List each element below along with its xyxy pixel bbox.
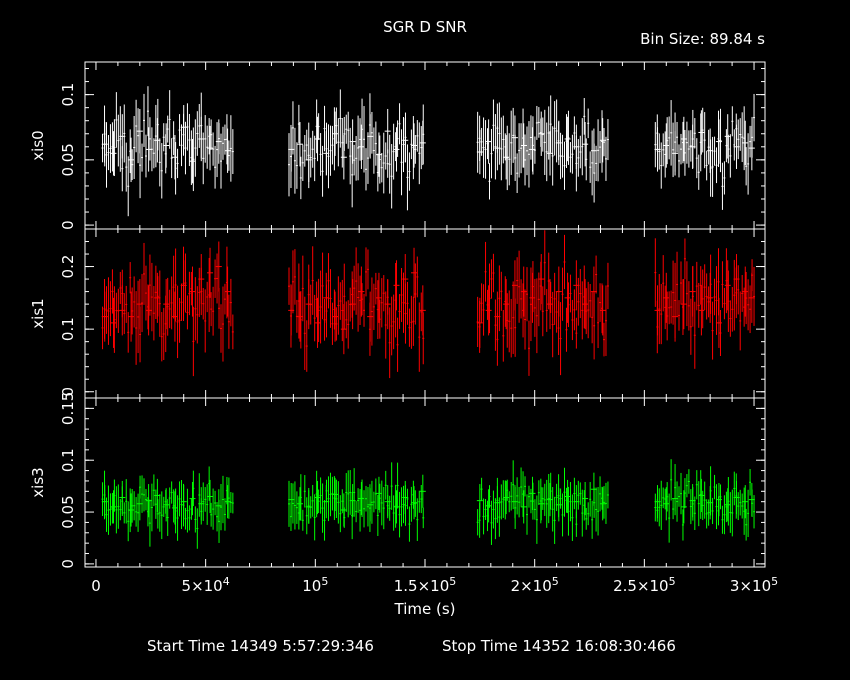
data-bins-xis0 xyxy=(101,86,756,217)
y-axis-label: xis3 xyxy=(29,467,47,497)
data-bins-xis3 xyxy=(101,459,756,549)
y-tick-label: 0.15 xyxy=(59,392,77,425)
x-tick-label: 0 xyxy=(91,577,101,595)
x-tick-label: 105 xyxy=(302,575,328,595)
chart-title: SGR D SNR xyxy=(383,18,467,36)
x-axis-label: Time (s) xyxy=(394,600,456,618)
y-axis-label: xis1 xyxy=(29,298,47,328)
y-tick-label: 0.1 xyxy=(59,317,77,341)
bin-size-label: Bin Size: 89.84 s xyxy=(640,30,765,48)
y-axis-label: xis0 xyxy=(29,130,47,160)
y-tick-label: 0 xyxy=(59,220,77,230)
y-tick-label: 0.2 xyxy=(59,255,77,279)
y-tick-label: 0 xyxy=(59,559,77,569)
panel-xis1: 0 0.1 0.2 xis1 xyxy=(29,228,766,399)
x-tick-label: 2.5×105 xyxy=(613,575,676,595)
data-bins-xis1 xyxy=(101,230,756,379)
footer-start-time: Start Time 14349 5:57:29:346 xyxy=(147,637,374,655)
panel-xis3: 0 0.05 0.1 0.15 xis3 xyxy=(29,392,766,569)
y-tick-label: 0.05 xyxy=(59,495,77,528)
y-tick-label: 0.05 xyxy=(59,143,77,176)
x-tick-label: 2×105 xyxy=(511,575,559,595)
panel-frame xyxy=(84,397,766,568)
panel-xis0: 0 0.05 0.1 xis0 xyxy=(29,61,766,230)
y-tick-label: 0 xyxy=(59,387,77,397)
x-tick-label: 5×104 xyxy=(182,575,230,595)
x-tick-label: 1.5×105 xyxy=(394,575,457,595)
x-tick-label: 3×105 xyxy=(730,575,778,595)
y-tick-label: 0.1 xyxy=(59,448,77,472)
y-tick-label: 0.1 xyxy=(59,83,77,107)
footer-stop-time: Stop Time 14352 16:08:30:466 xyxy=(442,637,676,655)
